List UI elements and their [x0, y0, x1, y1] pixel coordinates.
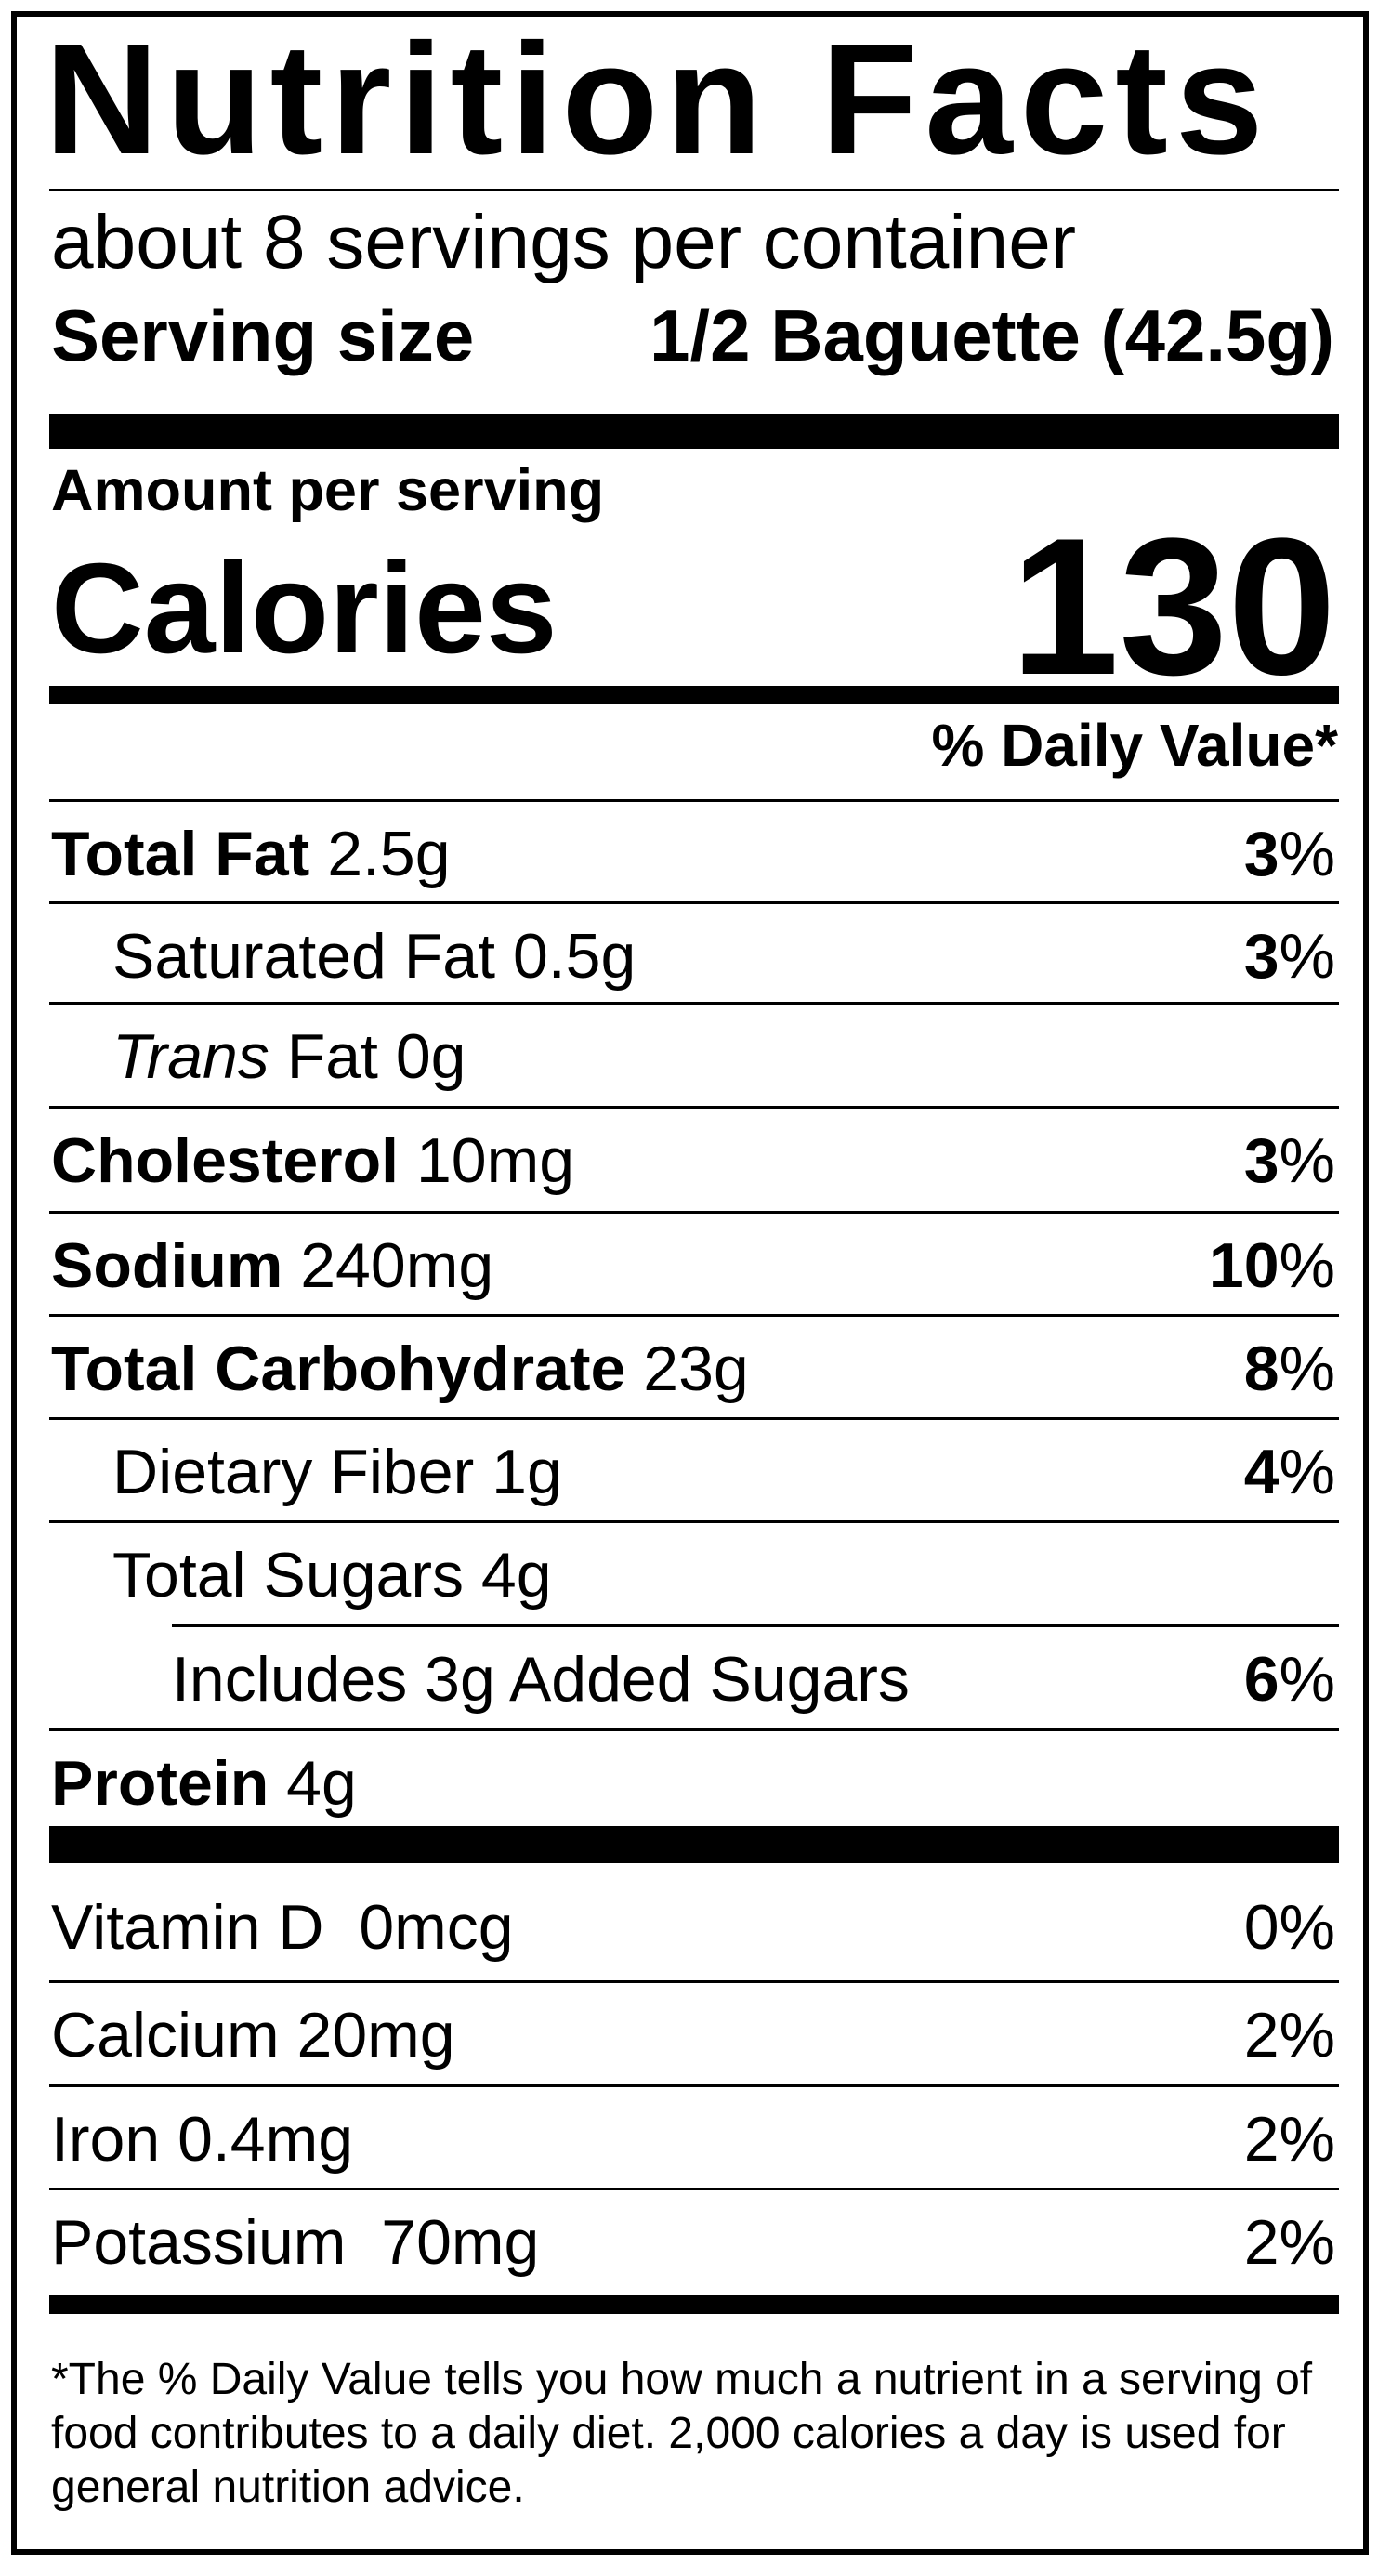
vitamin-label: Calcium 20mg: [51, 2000, 455, 2070]
nutrient-row-added-sugars: Includes 3g Added Sugars 6%: [49, 1627, 1339, 1729]
servings-per-container: about 8 servings per container: [51, 200, 1077, 284]
row-divider: [49, 1106, 1339, 1109]
nutrient-label: Total Fat 2.5g: [51, 819, 451, 889]
vitamin-row-vitamin-d: Vitamin D 0mcg 0%: [49, 1875, 1339, 1978]
calories-label: Calories: [51, 537, 558, 680]
row-divider: [49, 799, 1339, 802]
row-divider: [49, 1314, 1339, 1317]
nutrient-label: Saturated Fat 0.5g: [112, 921, 636, 992]
daily-value: 2%: [1243, 2104, 1335, 2175]
nutrient-label: Trans Fat 0g: [112, 1021, 466, 1092]
amount-per-serving: Amount per serving: [51, 458, 605, 523]
nutrient-label: Includes 3g Added Sugars: [172, 1644, 910, 1715]
vitamin-row-potassium: Potassium 70mg 2%: [49, 2190, 1339, 2293]
thick-divider: [49, 1826, 1339, 1863]
thick-divider: [49, 414, 1339, 449]
nutrient-row-dietary-fiber: Dietary Fiber 1g 4%: [49, 1420, 1339, 1522]
daily-value: 4%: [1243, 1437, 1335, 1507]
medium-divider: [49, 2295, 1339, 2314]
daily-value: 3%: [1243, 819, 1335, 889]
row-divider: [49, 2188, 1339, 2190]
daily-value: 2%: [1243, 2207, 1335, 2278]
nutrient-row-total-fat: Total Fat 2.5g 3%: [49, 802, 1339, 904]
daily-value: 2%: [1243, 2000, 1335, 2070]
daily-value: 0%: [1243, 1892, 1335, 1963]
serving-size-value: 1/2 Baguette (42.5g): [650, 295, 1334, 376]
daily-value-header: % Daily Value*: [931, 712, 1338, 779]
row-divider: [49, 1980, 1339, 1983]
vitamin-row-calcium: Calcium 20mg 2%: [49, 1983, 1339, 2085]
nutrient-row-trans-fat: Trans Fat 0g: [49, 1005, 1339, 1107]
nutrition-label: [11, 11, 1369, 2555]
nutrient-label: Total Carbohydrate 23g: [51, 1334, 749, 1404]
nutrient-row-protein: Protein 4g: [49, 1731, 1339, 1824]
daily-value: 10%: [1208, 1230, 1335, 1301]
nutrient-row-saturated-fat: Saturated Fat 0.5g 3%: [49, 904, 1339, 1006]
nutrient-row-total-carbohydrate: Total Carbohydrate 23g 8%: [49, 1317, 1339, 1419]
row-divider: [49, 901, 1339, 904]
nutrient-label: Dietary Fiber 1g: [112, 1437, 562, 1507]
daily-value: 3%: [1243, 921, 1335, 992]
vitamin-label: Iron 0.4mg: [51, 2104, 354, 2175]
serving-size-label: Serving size: [51, 295, 475, 376]
row-divider: [49, 2084, 1339, 2087]
calories-value: 130: [1010, 497, 1336, 716]
row-divider: [49, 1417, 1339, 1420]
nutrient-label: Cholesterol 10mg: [51, 1125, 575, 1196]
daily-value: 6%: [1243, 1644, 1335, 1715]
nutrient-row-total-sugars: Total Sugars 4g: [49, 1523, 1339, 1625]
row-divider: [49, 1211, 1339, 1214]
row-divider: [49, 1728, 1339, 1731]
row-divider: [49, 1002, 1339, 1005]
nutrient-label: Total Sugars 4g: [112, 1540, 552, 1610]
vitamin-label: Vitamin D 0mcg: [51, 1892, 514, 1963]
nutrient-label: Protein 4g: [51, 1748, 357, 1819]
nutrient-row-sodium: Sodium 240mg 10%: [49, 1214, 1339, 1316]
daily-value: 8%: [1243, 1334, 1335, 1404]
label-title: Nutrition Facts: [45, 11, 1271, 188]
row-divider: [172, 1624, 1339, 1627]
nutrient-label: Sodium 240mg: [51, 1230, 494, 1301]
vitamin-label: Potassium 70mg: [51, 2207, 540, 2278]
medium-divider: [49, 686, 1339, 704]
vitamin-row-iron: Iron 0.4mg 2%: [49, 2087, 1339, 2189]
nutrient-row-cholesterol: Cholesterol 10mg 3%: [49, 1109, 1339, 1211]
row-divider: [49, 1520, 1339, 1523]
title-divider: [49, 189, 1339, 191]
daily-value: 3%: [1243, 1125, 1335, 1196]
footnote: *The % Daily Value tells you how much a …: [51, 2355, 1313, 2512]
